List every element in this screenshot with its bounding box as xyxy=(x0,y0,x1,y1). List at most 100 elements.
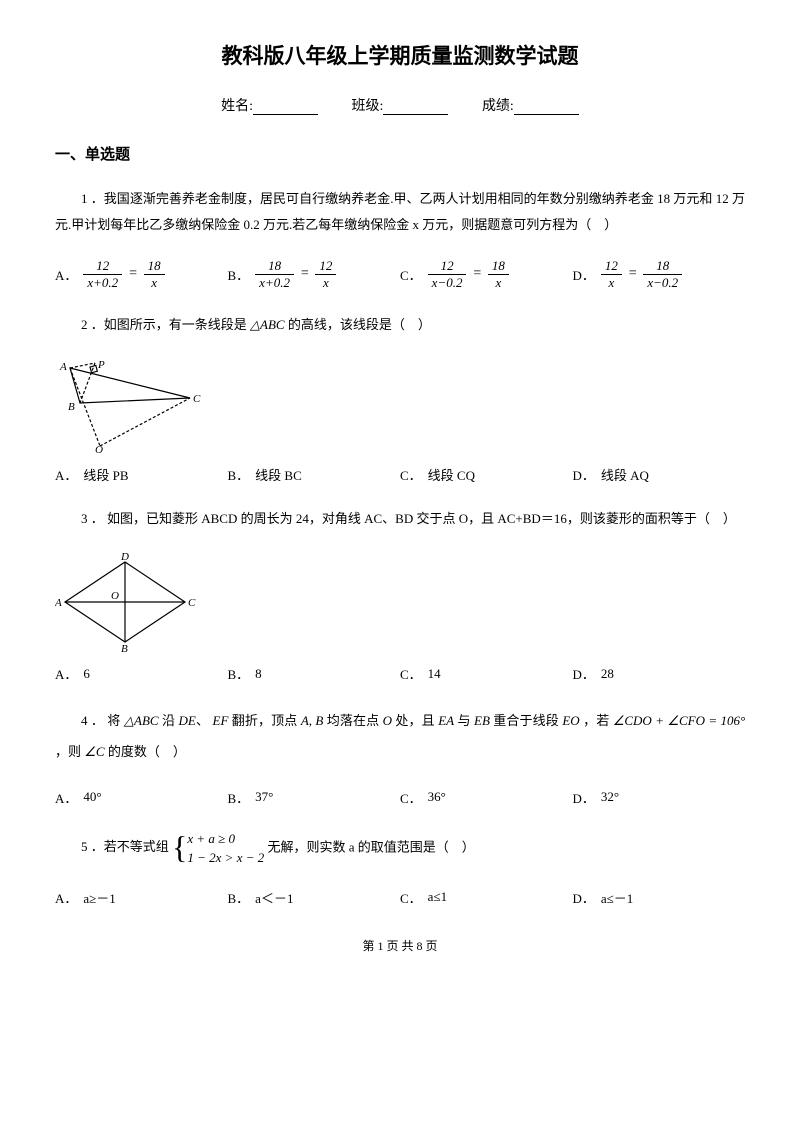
frac-num: 12 xyxy=(315,258,336,275)
opt-text: a＜－1 xyxy=(255,888,293,907)
q5-pre: 5 ．若不等式组 xyxy=(81,839,169,854)
q4-option-d[interactable]: D．32° xyxy=(573,788,746,807)
frac-den: x−0.2 xyxy=(428,275,467,291)
pt-o: O xyxy=(111,590,119,602)
q3-option-d[interactable]: D．28 xyxy=(573,664,746,683)
opt-text: a≥－1 xyxy=(83,888,115,907)
q5-option-b[interactable]: B．a＜－1 xyxy=(228,888,401,907)
pt-p: P xyxy=(97,359,105,371)
equals: = xyxy=(300,266,309,282)
frac-num: 12 xyxy=(83,258,122,275)
opt-text: 36° xyxy=(428,789,446,805)
score-blank[interactable] xyxy=(514,100,579,115)
q1-option-a[interactable]: A． 12x+0.2 = 18x xyxy=(55,258,228,290)
q4-t: ，则 xyxy=(55,744,81,759)
q1-option-d[interactable]: D． 12x = 18x−0.2 xyxy=(573,258,746,290)
q2-option-c[interactable]: C．线段 CQ xyxy=(400,465,573,484)
class-blank[interactable] xyxy=(383,100,448,115)
opt-label: C． xyxy=(400,265,422,284)
q4-angle: ∠CDO + ∠CFO = 106° xyxy=(613,713,746,728)
pt-a: A xyxy=(59,361,67,373)
q4-t: 处，且 xyxy=(395,713,434,728)
q2-option-d[interactable]: D．线段 AQ xyxy=(573,465,746,484)
question-3: 3 ． 如图，已知菱形 ABCD 的周长为 24，对角线 AC、BD 交于点 O… xyxy=(55,506,745,532)
q4-pre: 4 ． 将 xyxy=(81,713,121,728)
q5-post: 无解，则实数 a 的取值范围是（ ） xyxy=(267,839,474,854)
q4-t: 均落在点 xyxy=(327,713,380,728)
opt-text: 40° xyxy=(83,789,101,805)
q4-c: ∠C xyxy=(84,744,104,759)
q4-abc: △ABC xyxy=(124,713,159,728)
question-1: 1 ．我国逐渐完善养老金制度，居民可自行缴纳养老金.甲、乙两人计划用相同的年数分… xyxy=(55,186,745,238)
q4-option-a[interactable]: A．40° xyxy=(55,788,228,807)
q3-option-a[interactable]: A．6 xyxy=(55,664,228,683)
pt-c: C xyxy=(193,393,201,405)
q5-option-c[interactable]: C．a≤1 xyxy=(400,888,573,907)
question-5-options: A．a≥－1 B．a＜－1 C．a≤1 D．a≤－1 xyxy=(55,888,745,907)
q4-t: 与 xyxy=(457,713,470,728)
question-1-body: 1 ．我国逐渐完善养老金制度，居民可自行缴纳养老金.甲、乙两人计划用相同的年数分… xyxy=(55,186,745,238)
question-2-options: A．线段 PB B．线段 BC C．线段 CQ D．线段 AQ xyxy=(55,465,745,484)
q4-option-b[interactable]: B．37° xyxy=(228,788,401,807)
class-label: 班级: xyxy=(352,99,384,114)
q2-figure: A P B C Q xyxy=(55,358,205,453)
question-4: 4 ． 将 △ABC 沿 DE、 EF 翻折，顶点 A, B 均落在点 O 处，… xyxy=(55,705,745,767)
q1-option-c[interactable]: C． 12x−0.2 = 18x xyxy=(400,258,573,290)
q4-t: 沿 xyxy=(162,713,175,728)
frac-num: 18 xyxy=(255,258,294,275)
frac-num: 12 xyxy=(428,258,467,275)
q2-option-a[interactable]: A．线段 PB xyxy=(55,465,228,484)
q5-system: { x + a ≥ 0 1 − 2x > x − 2 xyxy=(172,829,264,868)
q1-option-b[interactable]: B． 18x+0.2 = 12x xyxy=(228,258,401,290)
opt-text: 28 xyxy=(601,666,614,682)
opt-text: 8 xyxy=(255,666,262,682)
opt-text: 6 xyxy=(83,666,90,682)
opt-label: A． xyxy=(55,265,77,284)
q4-t: 翻折，顶点 xyxy=(232,713,298,728)
pt-q: Q xyxy=(95,444,103,453)
question-4-options: A．40° B．37° C．36° D．32° xyxy=(55,788,745,807)
q4-t: ，若 xyxy=(583,713,609,728)
pt-b: B xyxy=(68,401,75,413)
question-5: 5 ．若不等式组 { x + a ≥ 0 1 − 2x > x − 2 无解，则… xyxy=(55,829,745,868)
score-label: 成绩: xyxy=(482,99,514,114)
q5-option-d[interactable]: D．a≤－1 xyxy=(573,888,746,907)
q3-option-c[interactable]: C．14 xyxy=(400,664,573,683)
q5-option-a[interactable]: A．a≥－1 xyxy=(55,888,228,907)
frac-den: x+0.2 xyxy=(255,275,294,291)
student-info-row: 姓名: 班级: 成绩: xyxy=(55,95,745,115)
frac-num: 18 xyxy=(144,258,165,275)
frac-den: x+0.2 xyxy=(83,275,122,291)
q3-body: 3 ． 如图，已知菱形 ABCD 的周长为 24，对角线 AC、BD 交于点 O… xyxy=(55,506,745,532)
equals: = xyxy=(628,266,637,282)
pt-b: B xyxy=(121,643,128,652)
opt-text: 线段 BC xyxy=(255,465,302,484)
frac-num: 18 xyxy=(488,258,509,275)
frac-num: 12 xyxy=(601,258,622,275)
opt-text: a≤1 xyxy=(428,889,447,905)
q4-ab: A, B xyxy=(301,713,324,728)
opt-text: 32° xyxy=(601,789,619,805)
q2-triangle: △ABC xyxy=(250,317,285,332)
question-3-options: A．6 B．8 C．14 D．28 xyxy=(55,664,745,683)
q4-eo: EO xyxy=(562,713,579,728)
equals: = xyxy=(128,266,137,282)
q2-pre: 2 ．如图所示，有一条线段是 xyxy=(81,317,247,332)
q4-t: 重合于线段 xyxy=(493,713,559,728)
opt-text: a≤－1 xyxy=(601,888,633,907)
opt-text: 线段 AQ xyxy=(601,465,649,484)
opt-label: D． xyxy=(573,265,595,284)
question-1-options: A． 12x+0.2 = 18x B． 18x+0.2 = 12x C． 12x… xyxy=(55,258,745,290)
q3-option-b[interactable]: B．8 xyxy=(228,664,401,683)
q4-option-c[interactable]: C．36° xyxy=(400,788,573,807)
q4-t: 、 xyxy=(196,713,209,728)
opt-text: 线段 CQ xyxy=(428,465,475,484)
page-footer: 第 1 页 共 8 页 xyxy=(55,937,745,954)
name-label: 姓名: xyxy=(221,99,253,114)
q4-ef: EF xyxy=(213,713,229,728)
q2-option-b[interactable]: B．线段 BC xyxy=(228,465,401,484)
section-1-heading: 一、单选题 xyxy=(55,143,745,164)
q4-ea: EA xyxy=(438,713,454,728)
name-blank[interactable] xyxy=(253,100,318,115)
q4-o: O xyxy=(383,713,392,728)
